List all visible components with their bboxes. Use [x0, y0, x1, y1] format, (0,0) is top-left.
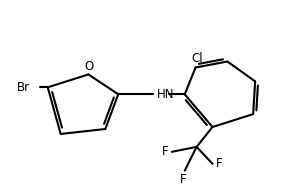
Text: F: F	[179, 173, 186, 186]
Text: F: F	[215, 157, 222, 170]
Text: Cl: Cl	[192, 53, 204, 66]
Text: Br: Br	[17, 81, 30, 94]
Text: O: O	[85, 60, 94, 74]
Text: F: F	[162, 145, 169, 158]
Text: HN: HN	[157, 88, 174, 101]
